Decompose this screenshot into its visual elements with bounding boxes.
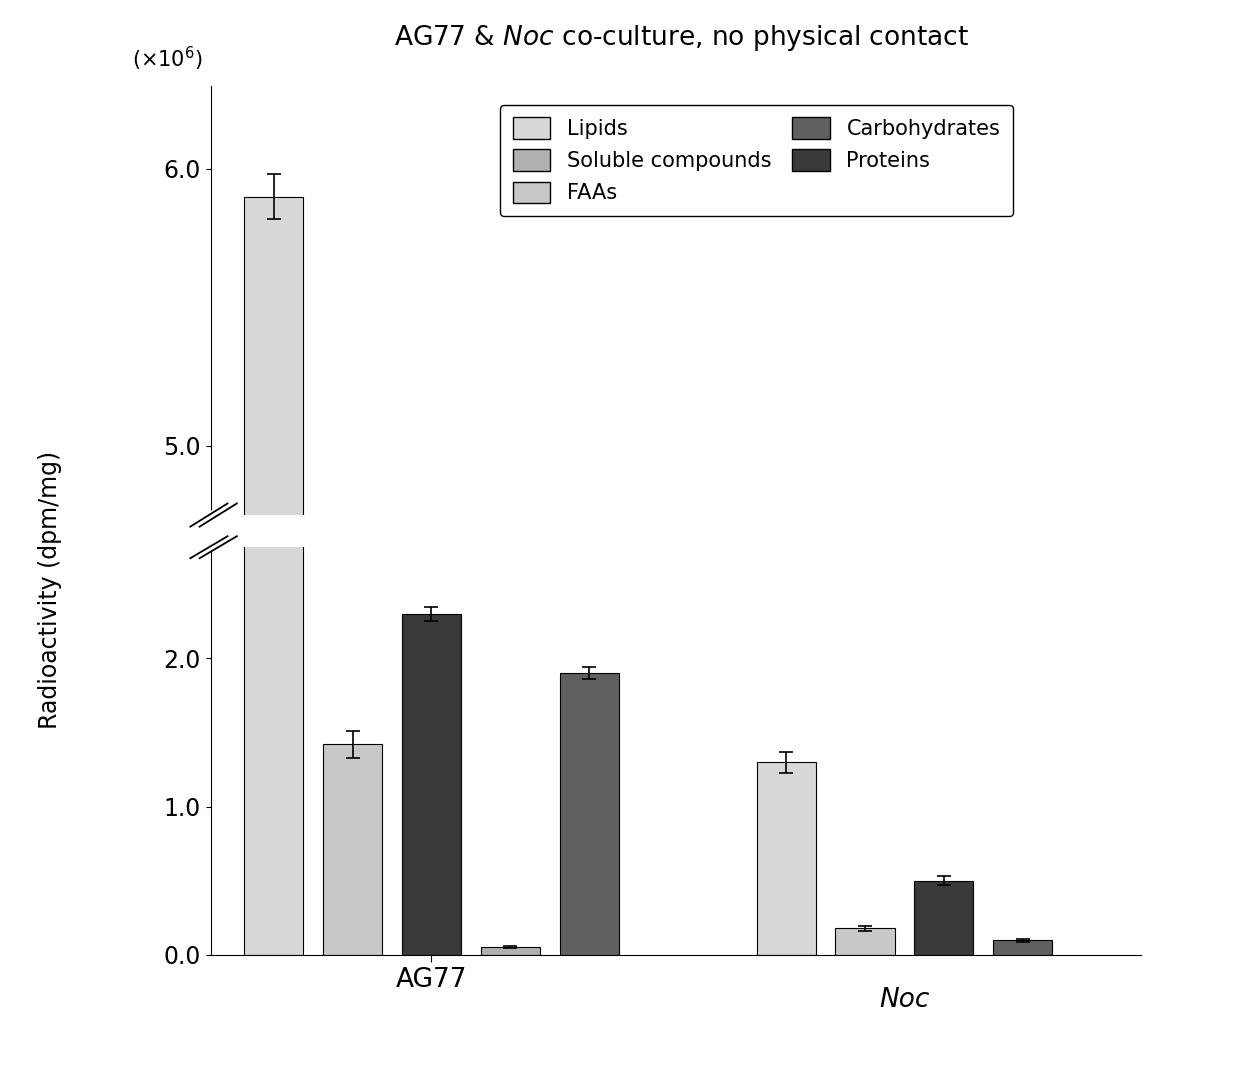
Bar — [559, 673, 619, 955]
Legend: Lipids, Soluble compounds, FAAs, Carbohydrates, Proteins: Lipids, Soluble compounds, FAAs, Carbohy… — [500, 105, 1013, 216]
Text: $(\times10^6)$: $(\times10^6)$ — [133, 45, 202, 73]
Bar — [993, 940, 1052, 955]
Bar — [244, 80, 304, 955]
Bar — [836, 928, 894, 955]
Bar — [244, 196, 304, 1073]
Text: AG77 & $\it{Noc}$ co-culture, no physical contact: AG77 & $\it{Noc}$ co-culture, no physica… — [394, 23, 970, 53]
Bar — [481, 946, 539, 955]
Text: Radioactivity (dpm/mg): Radioactivity (dpm/mg) — [37, 451, 62, 730]
Bar — [402, 614, 461, 955]
Text: $[^{14}$C]acetate-AG77: $[^{14}$C]acetate-AG77 — [549, 119, 769, 150]
Bar — [914, 881, 973, 955]
Bar — [324, 745, 382, 955]
Text: Noc: Noc — [879, 987, 930, 1013]
Bar — [756, 762, 816, 955]
